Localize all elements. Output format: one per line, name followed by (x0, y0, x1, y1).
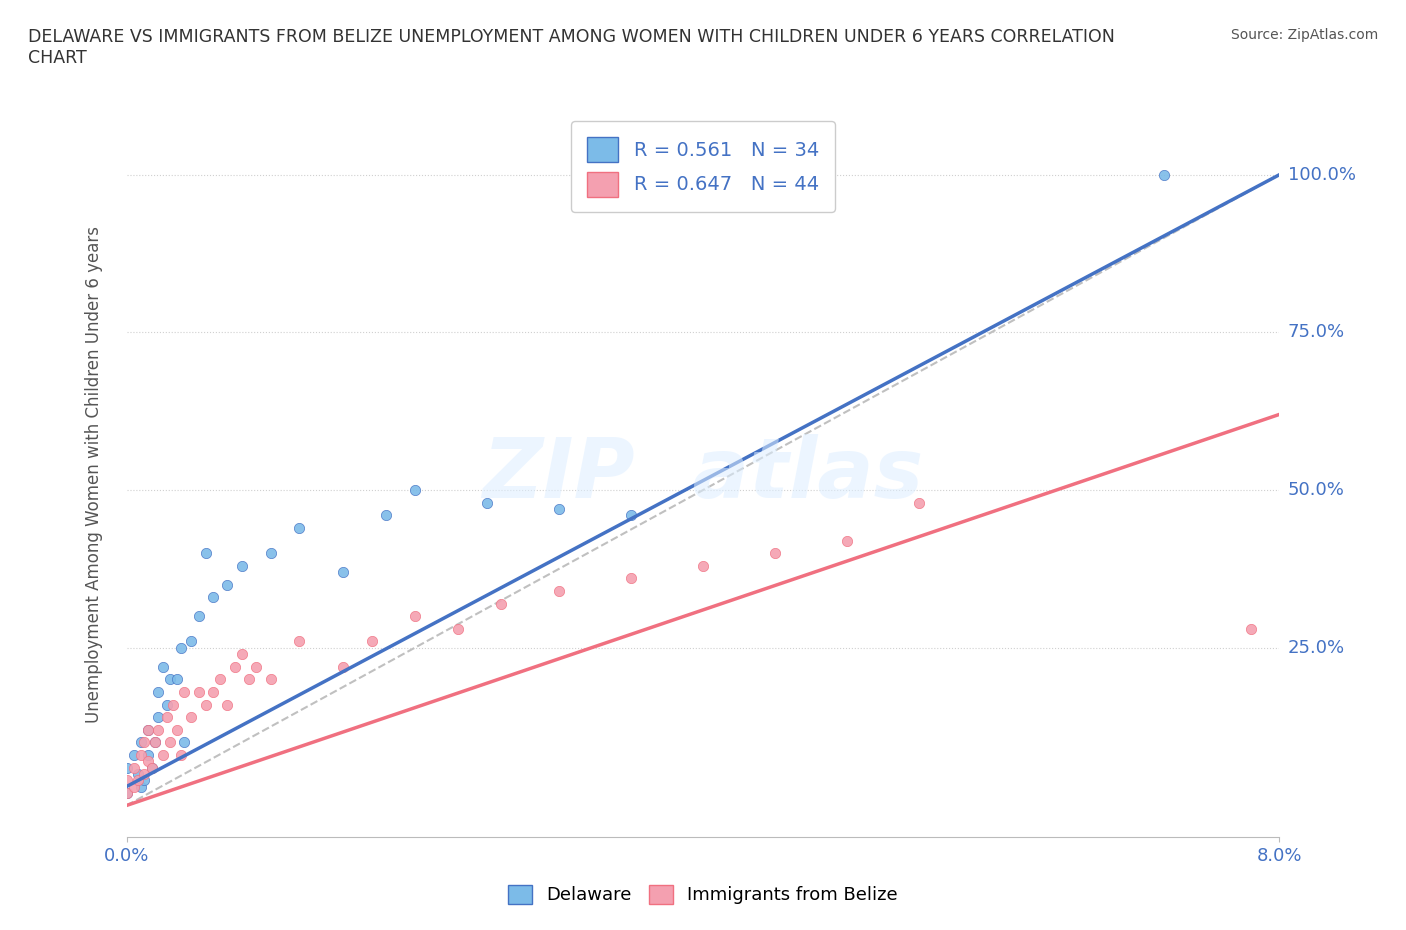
Point (908, 496, 931, 511)
Point (136, 748, 159, 763)
Point (231, 558, 253, 573)
Point (259, 671, 281, 686)
Point (447, 621, 470, 636)
Point (152, 659, 174, 674)
Point (187, 684, 209, 699)
Point (180, 710, 202, 724)
Point (360, 634, 382, 649)
Point (1153, 167, 1175, 182)
Point (1240, 621, 1263, 636)
Point (122, 760, 145, 775)
Text: 25.0%: 25.0% (1288, 639, 1346, 657)
Point (141, 760, 163, 775)
Point (620, 508, 643, 523)
Point (132, 735, 155, 750)
Legend: R = 0.561   N = 34, R = 0.647   N = 44: R = 0.561 N = 34, R = 0.647 N = 44 (571, 121, 835, 212)
Point (166, 671, 188, 686)
Point (132, 773, 155, 788)
Point (202, 684, 225, 699)
Point (173, 684, 195, 699)
Point (132, 766, 155, 781)
Point (187, 609, 209, 624)
Point (115, 786, 138, 801)
Text: 50.0%: 50.0% (1288, 481, 1344, 499)
Point (145, 735, 166, 750)
Point (288, 634, 311, 649)
Point (332, 659, 354, 674)
Point (475, 496, 498, 511)
Text: DELAWARE VS IMMIGRANTS FROM BELIZE UNEMPLOYMENT AMONG WOMEN WITH CHILDREN UNDER : DELAWARE VS IMMIGRANTS FROM BELIZE UNEMP… (28, 28, 1115, 67)
Point (548, 583, 571, 598)
Point (209, 671, 232, 686)
Point (129, 779, 152, 794)
Point (166, 723, 188, 737)
Point (115, 786, 138, 801)
Point (159, 735, 181, 750)
Point (835, 533, 858, 548)
Point (202, 590, 225, 604)
Point (136, 723, 159, 737)
Point (194, 546, 217, 561)
Point (224, 659, 246, 674)
Point (122, 779, 145, 794)
Point (217, 698, 239, 712)
Text: Source: ZipAtlas.com: Source: ZipAtlas.com (1230, 28, 1378, 42)
Point (127, 773, 149, 788)
Point (194, 698, 217, 712)
Point (162, 698, 184, 712)
Point (122, 748, 145, 763)
Point (217, 578, 239, 592)
Text: 75.0%: 75.0% (1288, 324, 1346, 341)
Point (173, 735, 195, 750)
Point (288, 521, 311, 536)
Point (148, 723, 170, 737)
Point (259, 546, 281, 561)
Text: 100.0%: 100.0% (1288, 166, 1355, 184)
Point (245, 659, 267, 674)
Point (156, 698, 179, 712)
Point (115, 760, 138, 775)
Point (148, 684, 170, 699)
Point (170, 748, 193, 763)
Point (129, 735, 152, 750)
Text: ZIP  atlas: ZIP atlas (482, 433, 924, 515)
Point (156, 710, 179, 724)
Point (620, 571, 643, 586)
Point (129, 748, 152, 763)
Point (136, 723, 159, 737)
Point (180, 634, 202, 649)
Point (548, 501, 571, 516)
Point (145, 735, 166, 750)
Point (332, 565, 354, 579)
Point (159, 671, 181, 686)
Point (231, 646, 253, 661)
Point (374, 508, 398, 523)
Point (136, 754, 159, 769)
Point (127, 766, 149, 781)
Point (404, 483, 426, 498)
Point (238, 671, 260, 686)
Point (404, 609, 426, 624)
Legend: Delaware, Immigrants from Belize: Delaware, Immigrants from Belize (501, 877, 905, 911)
Point (148, 710, 170, 724)
Point (152, 748, 174, 763)
Point (170, 641, 193, 656)
Point (141, 760, 163, 775)
Y-axis label: Unemployment Among Women with Children Under 6 years: Unemployment Among Women with Children U… (84, 226, 103, 723)
Point (115, 773, 138, 788)
Point (692, 558, 714, 573)
Point (763, 546, 786, 561)
Point (491, 596, 513, 611)
